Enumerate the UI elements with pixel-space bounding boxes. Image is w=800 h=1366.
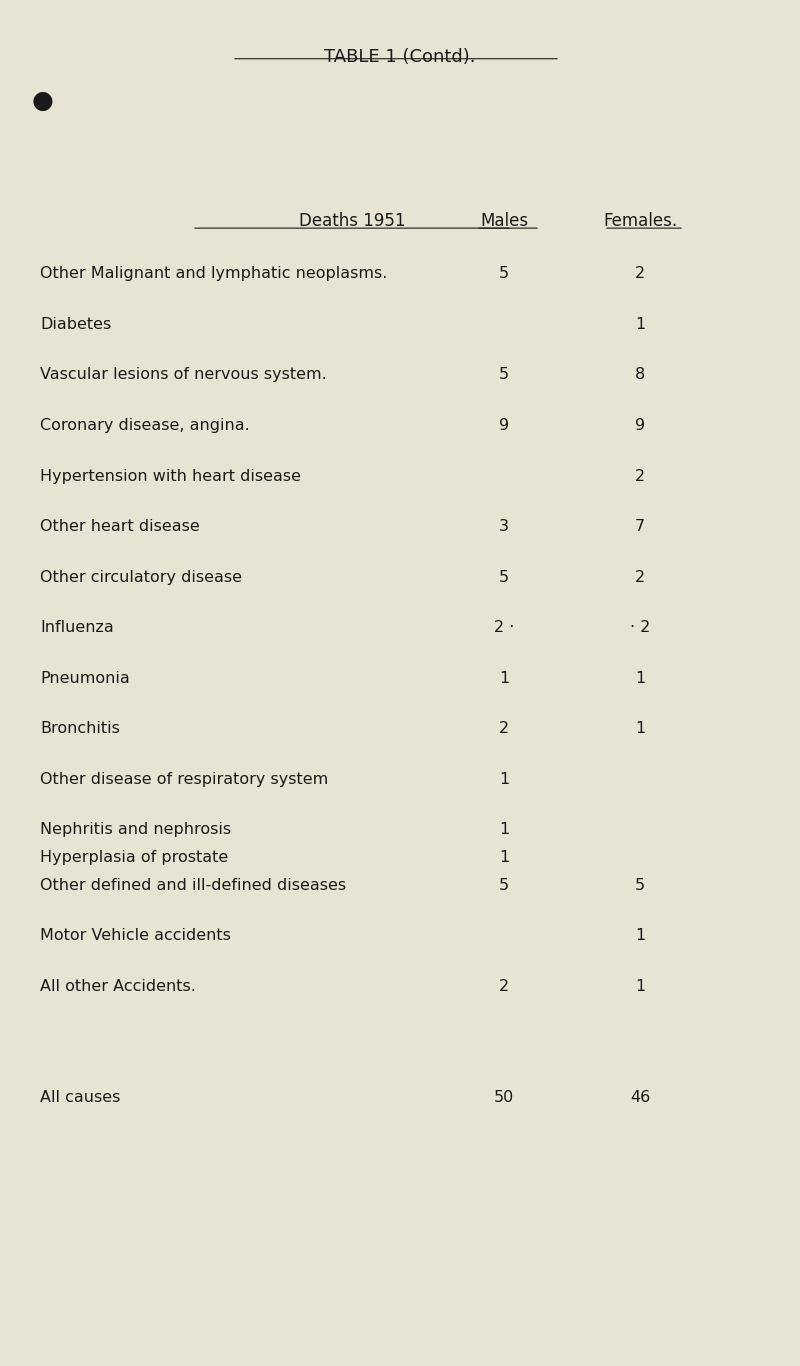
Text: Other disease of respiratory system: Other disease of respiratory system [40, 772, 328, 787]
Text: 1: 1 [635, 979, 645, 994]
Text: 1: 1 [499, 772, 509, 787]
Text: 3: 3 [499, 519, 509, 534]
Text: Males: Males [480, 212, 528, 229]
Text: 5: 5 [499, 878, 509, 893]
Text: Motor Vehicle accidents: Motor Vehicle accidents [40, 929, 231, 944]
Text: 1: 1 [499, 671, 509, 686]
Text: 8: 8 [635, 367, 645, 382]
Text: Deaths 1951: Deaths 1951 [298, 212, 406, 229]
Text: Other defined and ill-defined diseases: Other defined and ill-defined diseases [40, 878, 346, 893]
Text: 2: 2 [635, 570, 645, 585]
Text: All other Accidents.: All other Accidents. [40, 979, 196, 994]
Text: 2: 2 [635, 469, 645, 484]
Text: 2: 2 [499, 979, 509, 994]
Text: Diabetes: Diabetes [40, 317, 111, 332]
Text: 50: 50 [494, 1090, 514, 1105]
Text: Females.: Females. [603, 212, 677, 229]
Text: Coronary disease, angina.: Coronary disease, angina. [40, 418, 250, 433]
Text: 5: 5 [499, 367, 509, 382]
Text: 1: 1 [635, 721, 645, 736]
Text: 5: 5 [499, 266, 509, 281]
Text: TABLE 1 (Contd).: TABLE 1 (Contd). [324, 48, 476, 66]
Text: Other Malignant and lymphatic neoplasms.: Other Malignant and lymphatic neoplasms. [40, 266, 387, 281]
Text: 2 ·: 2 · [494, 620, 514, 635]
Text: All causes: All causes [40, 1090, 120, 1105]
Text: 1: 1 [499, 850, 509, 865]
Text: · 2: · 2 [630, 620, 650, 635]
Text: Hypertension with heart disease: Hypertension with heart disease [40, 469, 301, 484]
Text: Vascular lesions of nervous system.: Vascular lesions of nervous system. [40, 367, 326, 382]
Text: 9: 9 [635, 418, 645, 433]
Text: Influenza: Influenza [40, 620, 114, 635]
Text: 1: 1 [635, 929, 645, 944]
Text: Hyperplasia of prostate: Hyperplasia of prostate [40, 850, 228, 865]
Text: Other heart disease: Other heart disease [40, 519, 200, 534]
Text: 46: 46 [630, 1090, 650, 1105]
Text: 1: 1 [499, 822, 509, 837]
Text: Bronchitis: Bronchitis [40, 721, 120, 736]
Text: Other circulatory disease: Other circulatory disease [40, 570, 242, 585]
Text: 1: 1 [635, 671, 645, 686]
Text: ●: ● [32, 89, 54, 113]
Text: Pneumonia: Pneumonia [40, 671, 130, 686]
Text: 2: 2 [499, 721, 509, 736]
Text: 5: 5 [635, 878, 645, 893]
Text: 7: 7 [635, 519, 645, 534]
Text: 1: 1 [635, 317, 645, 332]
Text: 2: 2 [635, 266, 645, 281]
Text: Nephritis and nephrosis: Nephritis and nephrosis [40, 822, 231, 837]
Text: 9: 9 [499, 418, 509, 433]
Text: 5: 5 [499, 570, 509, 585]
